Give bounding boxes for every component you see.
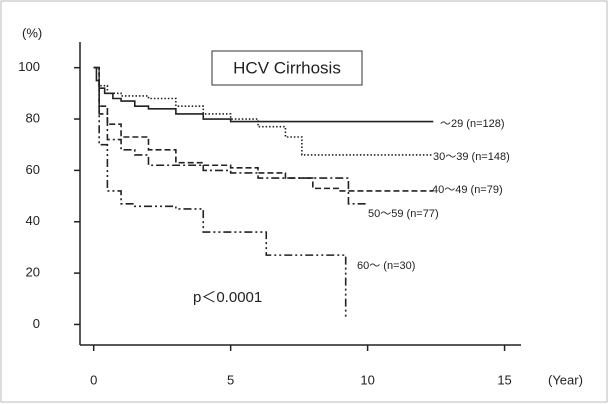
x-tick-label: 5: [227, 372, 234, 387]
y-tick-label: 40: [26, 213, 40, 228]
series-label: 〜29 (n=128): [440, 118, 505, 130]
x-axis-label: (Year): [548, 372, 583, 387]
chart-title: HCV Cirrhosis: [233, 58, 341, 77]
x-tick-label: 15: [497, 372, 511, 387]
y-axis-label: (%): [22, 25, 42, 40]
x-tick-label: 10: [360, 372, 374, 387]
series-label: 50〜59 (n=77): [368, 208, 439, 220]
y-tick-label: 60: [26, 162, 40, 177]
title-box: [211, 50, 363, 86]
y-tick-label: 80: [26, 110, 40, 125]
y-tick-label: 0: [33, 316, 40, 331]
series-label: 60〜 (n=30): [357, 260, 415, 272]
y-tick-label: 20: [26, 265, 40, 280]
survival-curve: [93, 66, 434, 192]
series-label: 40〜49 (n=79): [432, 184, 503, 196]
survival-curve: [93, 66, 434, 156]
x-tick-label: 0: [90, 372, 97, 387]
survival-curve: [93, 66, 347, 320]
y-tick-label: 100: [18, 59, 40, 74]
series-label: 30〜39 (n=148): [433, 151, 510, 163]
p-value: p＜0.0001: [193, 289, 262, 306]
survival-curve: [93, 66, 368, 205]
